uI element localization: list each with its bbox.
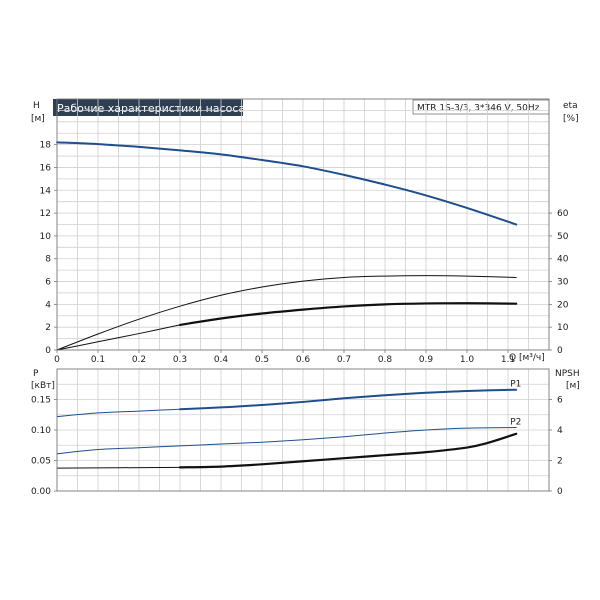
curve-label-p1: P1 bbox=[510, 380, 521, 390]
h-tick-label: 4 bbox=[45, 300, 51, 310]
x-tick-label: 0.7 bbox=[337, 355, 351, 365]
bottom-ticks: 0.00 0.05 0.10 0.15 0 2 4 6 bbox=[31, 396, 563, 498]
q-axis-label: Q [м³/ч] bbox=[509, 353, 545, 363]
eta-tick-label: 30 bbox=[557, 278, 569, 288]
p-axis-unit: [кВт] bbox=[31, 381, 55, 391]
eta-axis-label: eta bbox=[563, 101, 578, 111]
x-tick-label: 0.5 bbox=[255, 355, 269, 365]
bottom-curve-1 bbox=[179, 388, 518, 411]
x-tick-label: 0.4 bbox=[214, 355, 229, 365]
h-tick-label: 16 bbox=[40, 163, 52, 173]
curve-labels: P1 P2 bbox=[510, 380, 521, 428]
h-tick-label: 8 bbox=[45, 255, 51, 265]
eta-tick-label: 10 bbox=[557, 323, 569, 333]
h-tick-label: 0 bbox=[45, 346, 51, 356]
eta-tick-label: 0 bbox=[557, 346, 563, 356]
model-label: MTR 1S-3/3, 3*346 V, 50Hz bbox=[417, 104, 540, 114]
chart-title: Рабочие характеристики насоса bbox=[57, 102, 245, 115]
npsh-axis-label: NPSH bbox=[555, 369, 580, 379]
top-curve-0 bbox=[56, 141, 518, 226]
title-box bbox=[53, 99, 243, 116]
npsh-tick-label: 2 bbox=[557, 457, 563, 467]
eta-tick-label: 50 bbox=[557, 232, 569, 242]
p-tick-label: 0.15 bbox=[31, 396, 51, 406]
x-tick-label: 0.3 bbox=[173, 355, 187, 365]
top-grid bbox=[57, 99, 549, 350]
npsh-tick-label: 4 bbox=[557, 426, 563, 436]
curve-label-p2: P2 bbox=[510, 418, 521, 428]
top-curve-3 bbox=[56, 324, 181, 351]
top-curve-2 bbox=[178, 302, 518, 326]
eta-axis-unit: [%] bbox=[563, 114, 579, 124]
bottom-series bbox=[56, 388, 518, 469]
bottom-plot-frame bbox=[56, 368, 550, 492]
eta-tick-label: 20 bbox=[557, 300, 569, 310]
h-axis-label: H bbox=[33, 101, 40, 111]
npsh-axis-unit: [м] bbox=[566, 381, 580, 391]
p-tick-label: 0.10 bbox=[31, 426, 51, 436]
top-plot-frame bbox=[56, 98, 550, 351]
top-curve-1 bbox=[56, 275, 517, 351]
eta-tick-label: 40 bbox=[557, 255, 569, 265]
h-axis-unit: [м] bbox=[31, 114, 45, 124]
bottom-curve-4 bbox=[178, 432, 518, 469]
h-tick-label: 12 bbox=[40, 209, 51, 219]
x-tick-label: 0.6 bbox=[296, 355, 311, 365]
top-series bbox=[56, 141, 518, 351]
h-tick-label: 2 bbox=[45, 323, 51, 333]
h-tick-label: 14 bbox=[40, 186, 52, 196]
x-tick-label: 0.1 bbox=[91, 355, 105, 365]
h-tick-label: 10 bbox=[40, 232, 52, 242]
p-tick-label: 0.00 bbox=[31, 487, 51, 497]
bottom-curve-3 bbox=[56, 466, 181, 469]
eta-tick-label: 60 bbox=[557, 209, 569, 219]
x-tick-label: 0.8 bbox=[378, 355, 393, 365]
x-tick-label: 0.9 bbox=[419, 355, 434, 365]
npsh-tick-label: 6 bbox=[557, 396, 563, 406]
bottom-grid bbox=[57, 369, 549, 491]
x-tick-label: 0 bbox=[54, 355, 60, 365]
h-tick-label: 6 bbox=[45, 278, 51, 288]
x-tick-label: 1.0 bbox=[460, 355, 475, 365]
p-tick-label: 0.05 bbox=[31, 457, 51, 467]
p-axis-label: P bbox=[33, 369, 39, 379]
x-tick-label: 1.1 bbox=[501, 355, 515, 365]
bottom-curve-2 bbox=[56, 427, 517, 455]
top-ticks: 0 0.1 0.2 0.3 0.4 0.5 0.6 0.7 0.8 0.9 1.0 1.1 0 2 4 6 8 1… bbox=[40, 141, 569, 365]
npsh-tick-label: 0 bbox=[557, 487, 563, 497]
h-tick-label: 18 bbox=[40, 141, 52, 151]
x-tick-label: 0.2 bbox=[132, 355, 146, 365]
